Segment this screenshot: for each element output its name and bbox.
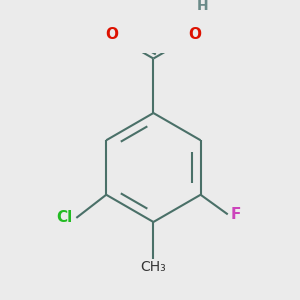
- Text: O: O: [188, 27, 201, 42]
- Text: Cl: Cl: [56, 210, 73, 225]
- Text: O: O: [105, 27, 119, 42]
- Text: H: H: [197, 0, 208, 13]
- Text: CH₃: CH₃: [140, 260, 166, 274]
- Text: F: F: [231, 207, 242, 222]
